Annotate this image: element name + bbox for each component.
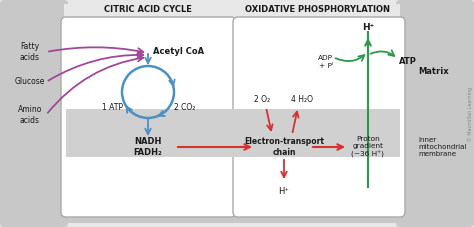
Text: 2 O₂: 2 O₂: [254, 94, 270, 104]
Text: NADH
FADH₂: NADH FADH₂: [134, 137, 163, 157]
Text: Glucose: Glucose: [15, 77, 45, 86]
Text: © Macmillan Learning: © Macmillan Learning: [467, 87, 473, 141]
Text: ATP: ATP: [399, 57, 417, 67]
Text: H⁺: H⁺: [362, 22, 374, 32]
Bar: [64, 109, 400, 157]
Text: Fatty
acids: Fatty acids: [20, 42, 40, 62]
Text: 1 ATP: 1 ATP: [102, 104, 124, 113]
Text: Acetyl CoA: Acetyl CoA: [153, 47, 204, 55]
Bar: [66, 109, 400, 157]
FancyBboxPatch shape: [396, 0, 474, 227]
Text: H⁺: H⁺: [279, 187, 290, 195]
Text: Inner
mitochondrial
membrane: Inner mitochondrial membrane: [418, 137, 466, 157]
Text: CITRIC ACID CYCLE: CITRIC ACID CYCLE: [104, 5, 192, 13]
Text: Proton
gradient
(~36 H⁺): Proton gradient (~36 H⁺): [352, 136, 384, 158]
Text: Electron-transport
chain: Electron-transport chain: [244, 137, 324, 157]
Text: 4 H₂O: 4 H₂O: [291, 94, 313, 104]
Text: ADP
+ Pᴵ: ADP + Pᴵ: [319, 55, 334, 69]
Bar: [64, 4, 400, 183]
FancyBboxPatch shape: [233, 17, 405, 217]
Text: OXIDATIVE PHOSPHORYLATION: OXIDATIVE PHOSPHORYLATION: [246, 5, 391, 13]
FancyBboxPatch shape: [61, 17, 236, 217]
Text: Matrix: Matrix: [418, 67, 448, 76]
Text: Amino
acids: Amino acids: [18, 105, 42, 125]
Bar: [4, 183, 470, 223]
FancyBboxPatch shape: [0, 0, 68, 227]
Text: 2 CO₂: 2 CO₂: [174, 104, 196, 113]
